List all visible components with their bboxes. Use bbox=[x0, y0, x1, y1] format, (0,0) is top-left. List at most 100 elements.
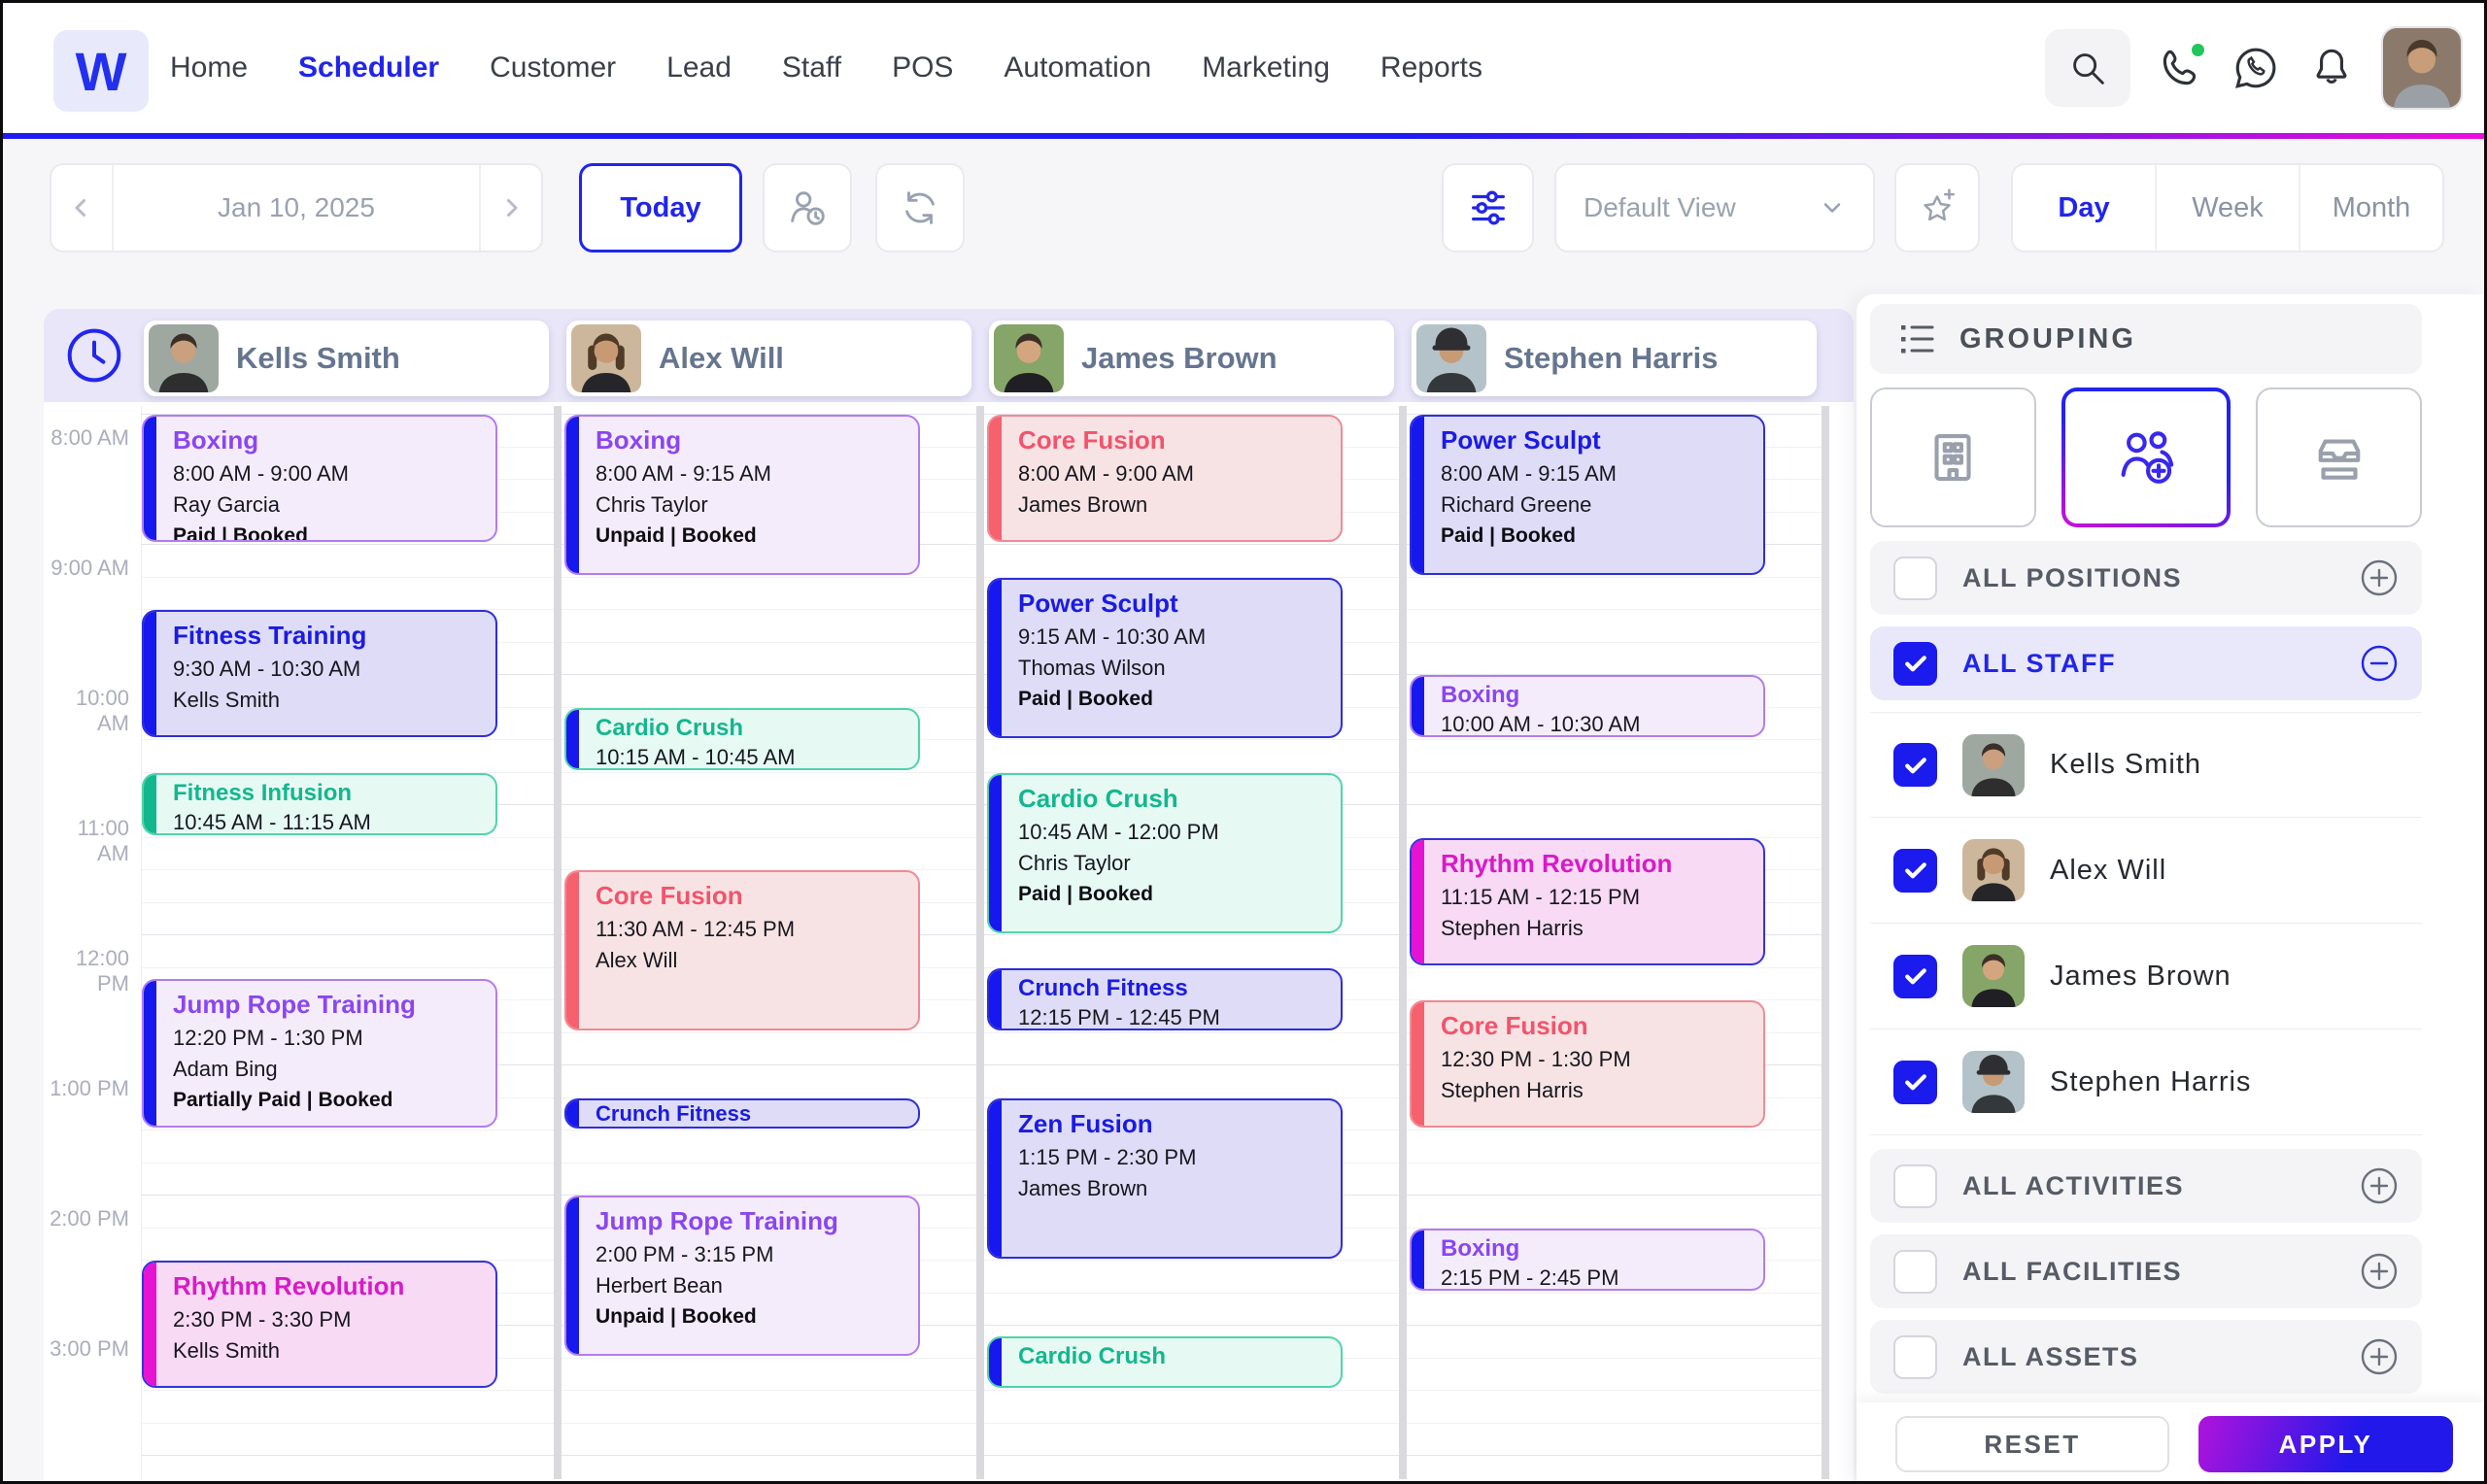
calendar-event[interactable]: Zen Fusion 1:15 PM - 2:30 PM James Brown bbox=[987, 1098, 1343, 1259]
grid-line bbox=[141, 1163, 1828, 1164]
event-content: Crunch Fitness 12:15 PM - 12:45 PM bbox=[989, 970, 1341, 1029]
nav-item-staff[interactable]: Staff bbox=[781, 51, 842, 84]
checkbox[interactable] bbox=[1893, 556, 1937, 600]
event-time: 12:30 PM - 1:30 PM bbox=[1441, 1047, 1631, 1071]
event-person: James Brown bbox=[1018, 492, 1148, 517]
event-color-bar bbox=[989, 1100, 1002, 1257]
staff-filter-row[interactable]: Alex Will bbox=[1870, 818, 2422, 924]
calendar-event[interactable]: Cardio Crush bbox=[987, 1336, 1343, 1388]
event-time: 8:00 AM - 9:15 AM bbox=[596, 461, 771, 486]
event-status: Paid | Booked bbox=[1018, 883, 1153, 905]
event-status: Paid | Booked bbox=[1018, 688, 1153, 710]
staff-column-header[interactable]: Kells Smith bbox=[144, 320, 549, 396]
calendar-event[interactable]: Crunch Fitness bbox=[564, 1098, 920, 1129]
notifications-button[interactable] bbox=[2305, 42, 2358, 94]
calendar-event[interactable]: Fitness Infusion 10:45 AM - 11:15 AM bbox=[142, 773, 497, 835]
checkbox[interactable] bbox=[1893, 1164, 1937, 1208]
calendar-event[interactable]: Core Fusion 12:30 PM - 1:30 PM Stephen Har… bbox=[1410, 1000, 1765, 1128]
whatsapp-button[interactable] bbox=[2230, 42, 2282, 94]
calendar-event[interactable]: Boxing 10:00 AM - 10:30 AM bbox=[1410, 675, 1765, 737]
filter-button[interactable] bbox=[1442, 163, 1534, 253]
chevron-left-icon bbox=[75, 199, 85, 217]
calendar-event[interactable]: Fitness Training 9:30 AM - 10:30 AM Kells … bbox=[142, 610, 497, 737]
calendar-event[interactable]: Rhythm Revolution 2:30 PM - 3:30 PM Kells … bbox=[142, 1261, 497, 1388]
user-avatar[interactable] bbox=[2381, 26, 2463, 110]
staff-hours-button[interactable] bbox=[763, 163, 852, 253]
nav-item-customer[interactable]: Customer bbox=[490, 51, 617, 84]
calendar-event[interactable]: Boxing 8:00 AM - 9:00 AM Ray Garcia Paid | … bbox=[142, 415, 497, 542]
event-content: Fitness Training 9:30 AM - 10:30 AM Kells … bbox=[144, 612, 495, 717]
calendar-event[interactable]: Jump Rope Training 12:20 PM - 1:30 PM Adam… bbox=[142, 979, 497, 1128]
filter-row-all-staff[interactable]: ALL STAFF bbox=[1870, 626, 2422, 700]
calendar-event[interactable]: Rhythm Revolution 11:15 AM - 12:15 PM Step… bbox=[1410, 838, 1765, 965]
calendar-event[interactable]: Power Sculpt 9:15 AM - 10:30 AM Thomas Wil… bbox=[987, 578, 1343, 738]
refresh-button[interactable] bbox=[875, 163, 965, 253]
grouping-button-staff-group[interactable] bbox=[2061, 388, 2231, 527]
calendar-event[interactable]: Core Fusion 11:30 AM - 12:45 PM Alex Will bbox=[564, 870, 920, 1030]
expand-plus-icon[interactable] bbox=[2358, 556, 2401, 599]
expand-plus-icon[interactable] bbox=[2358, 1250, 2401, 1293]
filter-row-all-facilities[interactable]: ALL FACILITIES bbox=[1870, 1234, 2422, 1308]
expand-plus-icon[interactable] bbox=[2358, 1164, 2401, 1207]
calendar-event[interactable]: Power Sculpt 8:00 AM - 9:15 AM Richard Gre… bbox=[1410, 415, 1765, 575]
event-time: 12:15 PM - 12:45 PM bbox=[1018, 1005, 1220, 1029]
nav-item-lead[interactable]: Lead bbox=[666, 51, 732, 84]
view-mode-month[interactable]: Month bbox=[2299, 165, 2442, 251]
staff-filter-row[interactable]: Stephen Harris bbox=[1870, 1029, 2422, 1135]
calendar-event[interactable]: Crunch Fitness 12:15 PM - 12:45 PM bbox=[987, 968, 1343, 1030]
date-navigator: Jan 10, 2025 bbox=[50, 163, 543, 253]
checkbox-checked[interactable] bbox=[1893, 1060, 1937, 1104]
search-button[interactable] bbox=[2045, 29, 2130, 107]
checkbox-checked[interactable] bbox=[1893, 954, 1937, 998]
checkbox-checked[interactable] bbox=[1893, 743, 1937, 787]
today-button[interactable]: Today bbox=[579, 163, 742, 253]
staff-column-header[interactable]: James Brown bbox=[989, 320, 1394, 396]
event-person: Kells Smith bbox=[173, 1338, 281, 1363]
grouping-button-assets-tray[interactable] bbox=[2256, 388, 2423, 527]
calendar-event[interactable]: Cardio Crush 10:15 AM - 10:45 AM bbox=[564, 708, 920, 770]
nav-item-automation[interactable]: Automation bbox=[1004, 51, 1152, 84]
nav-item-scheduler[interactable]: Scheduler bbox=[298, 51, 440, 84]
next-day-button[interactable] bbox=[481, 165, 541, 251]
calendar-event[interactable]: Boxing 8:00 AM - 9:15 AM Chris Taylor Unpai… bbox=[564, 415, 920, 575]
collapse-minus-icon[interactable] bbox=[2358, 642, 2401, 685]
nav-item-marketing[interactable]: Marketing bbox=[1202, 51, 1330, 84]
app-logo[interactable]: W bbox=[53, 30, 149, 112]
calendar-event[interactable]: Boxing 2:15 PM - 2:45 PM bbox=[1410, 1229, 1765, 1291]
calendar-event[interactable]: Core Fusion 8:00 AM - 9:00 AM James Brown bbox=[987, 415, 1343, 542]
checkbox-checked[interactable] bbox=[1893, 641, 1937, 686]
event-time: 10:00 AM - 10:30 AM bbox=[1441, 712, 1641, 736]
staff-column-header[interactable]: Alex Will bbox=[566, 320, 971, 396]
grouping-header: GROUPING bbox=[1870, 304, 2422, 374]
view-selector[interactable]: Default View bbox=[1554, 163, 1875, 253]
filter-row-all-activities[interactable]: ALL ACTIVITIES bbox=[1870, 1149, 2422, 1223]
grouping-button-facilities-building[interactable] bbox=[1870, 388, 2036, 527]
checkbox-checked[interactable] bbox=[1893, 848, 1937, 893]
date-field[interactable]: Jan 10, 2025 bbox=[112, 165, 481, 251]
nav-item-reports[interactable]: Reports bbox=[1380, 51, 1482, 84]
calendar-event[interactable]: Cardio Crush 10:45 AM - 12:00 PM Chris Tay… bbox=[987, 773, 1343, 933]
staff-filter-row[interactable]: Kells Smith bbox=[1870, 712, 2422, 818]
event-content: Boxing 10:00 AM - 10:30 AM bbox=[1412, 677, 1763, 736]
prev-day-button[interactable] bbox=[51, 165, 112, 251]
filter-row-all-positions[interactable]: ALL POSITIONS bbox=[1870, 541, 2422, 615]
reset-button[interactable]: RESET bbox=[1895, 1416, 2169, 1472]
event-color-bar bbox=[989, 580, 1002, 736]
view-mode-day[interactable]: Day bbox=[2058, 191, 2110, 223]
apply-button[interactable]: APPLY bbox=[2198, 1416, 2453, 1472]
nav-item-pos[interactable]: POS bbox=[892, 51, 954, 84]
checkbox[interactable] bbox=[1893, 1249, 1937, 1294]
view-mode-week[interactable]: Week bbox=[2155, 165, 2299, 251]
staff-column-header[interactable]: Stephen Harris bbox=[1412, 320, 1817, 396]
calendar-event[interactable]: Jump Rope Training 2:00 PM - 3:15 PM Herbe… bbox=[564, 1196, 920, 1356]
filter-row-all-assets[interactable]: ALL ASSETS bbox=[1870, 1320, 2422, 1394]
column-divider bbox=[1822, 406, 1829, 1479]
nav-item-home[interactable]: Home bbox=[170, 51, 249, 84]
staff-column-name: Kells Smith bbox=[236, 341, 400, 375]
checkbox[interactable] bbox=[1893, 1334, 1937, 1379]
save-view-button[interactable] bbox=[1894, 163, 1980, 253]
staff-filter-row[interactable]: James Brown bbox=[1870, 924, 2422, 1029]
event-person: Stephen Harris bbox=[1441, 1078, 1584, 1102]
phone-button[interactable] bbox=[2154, 42, 2206, 94]
expand-plus-icon[interactable] bbox=[2358, 1335, 2401, 1378]
